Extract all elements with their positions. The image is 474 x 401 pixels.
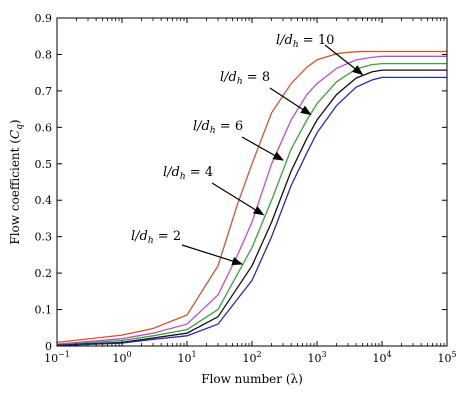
- annotation-arrow: [241, 136, 284, 161]
- x-tick-label: 102: [242, 350, 261, 365]
- series-line-4: [56, 69, 447, 346]
- x-tick-label: 105: [437, 350, 456, 365]
- x-tick-label: 101: [177, 350, 196, 365]
- annotation-label: l/dh = 10: [276, 33, 334, 50]
- y-tick-label: 0.9: [35, 12, 53, 25]
- y-tick-label: 0.4: [35, 194, 53, 207]
- y-tick-label: 0.1: [35, 304, 53, 317]
- annotation-layer: l/dh = 10 l/dh = 8 l/dh = 6 l/dh = 4 l/dh = …: [131, 33, 364, 266]
- y-tick-label: 0: [45, 340, 52, 353]
- x-tick-label: 104: [372, 350, 391, 365]
- y-tick-label: 0.8: [35, 48, 53, 61]
- y-tick-label: 0.7: [35, 85, 53, 98]
- annotation-label: l/dh = 6: [193, 119, 243, 136]
- x-tick-label: 103: [307, 350, 326, 365]
- y-axis-title: Flow coefficient (Cq): [8, 119, 25, 244]
- y-tick-label: 0.2: [35, 267, 53, 280]
- x-tick-label: 100: [112, 350, 131, 365]
- x-axis-title: Flow number (λ): [201, 372, 303, 386]
- series-layer: [56, 50, 447, 347]
- y-tick-label: 0.5: [35, 158, 53, 171]
- annotation-arrow: [211, 182, 265, 216]
- ticks-layer: 10−1 100 101 102 103 104 10500.10.20.30.40.50.…: [35, 12, 457, 365]
- annotation-label: l/dh = 8: [220, 70, 270, 87]
- series-line-1: [56, 50, 447, 344]
- plot-frame: [56, 17, 448, 347]
- series-line-3: [56, 62, 447, 346]
- series-line-5: [56, 76, 447, 347]
- annotation-arrow: [181, 244, 243, 266]
- annotation-arrow: [269, 87, 312, 116]
- annotation-arrow: [324, 44, 364, 76]
- y-tick-label: 0.6: [35, 121, 53, 134]
- y-tick-label: 0.3: [35, 231, 53, 244]
- annotation-label: l/dh = 2: [131, 229, 181, 246]
- series-line-2: [56, 55, 447, 345]
- annotation-label: l/dh = 4: [163, 165, 213, 182]
